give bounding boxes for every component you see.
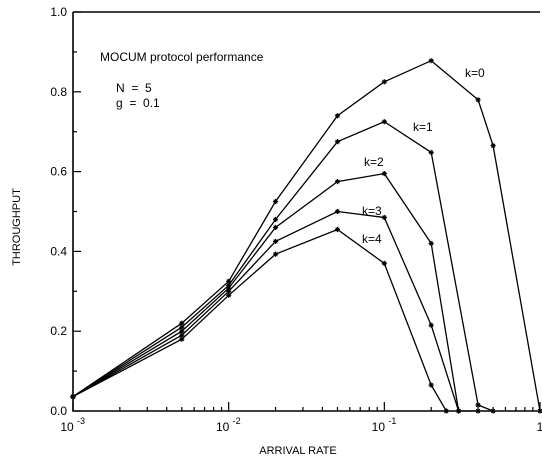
data-point (334, 113, 341, 119)
annotation-n: N = 5 (116, 81, 152, 95)
x-tick-exponent: -2 (233, 416, 241, 426)
data-point (272, 216, 279, 223)
data-point (490, 408, 496, 414)
y-axis-title: THROUGHPUT (11, 188, 23, 266)
data-point (334, 139, 341, 145)
data-point (490, 143, 496, 149)
x-tick-label: 10 (372, 420, 386, 434)
data-point (334, 208, 341, 215)
data-point (428, 58, 434, 64)
series-k4 (70, 226, 449, 414)
data-point (428, 322, 434, 328)
x-tick-label: 10 (216, 420, 230, 434)
data-point (272, 251, 279, 257)
data-point (70, 394, 76, 400)
series-label-k0: k=0 (465, 66, 485, 80)
labels-layer: MOCUM protocol performance N = 5 g = 0.1… (11, 50, 485, 457)
data-point (475, 408, 481, 414)
annotation-title: MOCUM protocol performance (100, 50, 264, 64)
x-tick-label: 10 (60, 420, 74, 434)
series-line (72, 59, 541, 412)
series-line (72, 210, 460, 412)
data-point (334, 178, 341, 185)
x-tick-exponent: -3 (77, 416, 85, 426)
data-point (428, 382, 434, 388)
data-point (381, 119, 387, 125)
data-point (475, 402, 481, 408)
data-point (272, 198, 279, 205)
data-point (381, 79, 387, 85)
data-point (428, 149, 434, 156)
data-point (475, 97, 481, 103)
data-point (272, 224, 279, 231)
y-tick-label: 0.6 (50, 165, 67, 179)
y-tick-label: 0.4 (50, 244, 67, 258)
data-point (381, 260, 387, 266)
series-label-k4: k=4 (362, 232, 382, 246)
y-tick-label: 0.2 (50, 324, 67, 338)
data-point (537, 408, 542, 414)
series-label-k1: k=1 (413, 120, 433, 134)
data-point (334, 226, 341, 233)
data-point (456, 408, 462, 414)
data-point (226, 292, 232, 298)
y-tick-label: 0.0 (50, 404, 67, 418)
data-point (381, 170, 387, 177)
x-tick-exponent: -1 (388, 416, 396, 426)
y-tick-label: 0.8 (50, 85, 67, 99)
data-point (428, 240, 434, 247)
data-point (272, 238, 279, 245)
annotation-g: g = 0.1 (116, 96, 160, 110)
series-line (72, 228, 447, 412)
data-point (443, 408, 449, 414)
y-tick-label: 1.0 (50, 5, 67, 19)
series-label-k2: k=2 (364, 155, 384, 169)
series-line (72, 120, 494, 412)
series-layer (70, 58, 542, 414)
data-point (179, 336, 185, 342)
axes: 0.00.20.40.60.81.010 -3 10 -2 10 -1 1 (50, 5, 542, 434)
series-k2 (70, 170, 481, 414)
series-k1 (70, 119, 496, 414)
data-point (381, 214, 387, 221)
x-tick-label: 1 (537, 420, 542, 434)
x-axis-title: ARRIVAL RATE (259, 445, 336, 457)
series-label-k3: k=3 (362, 204, 382, 218)
